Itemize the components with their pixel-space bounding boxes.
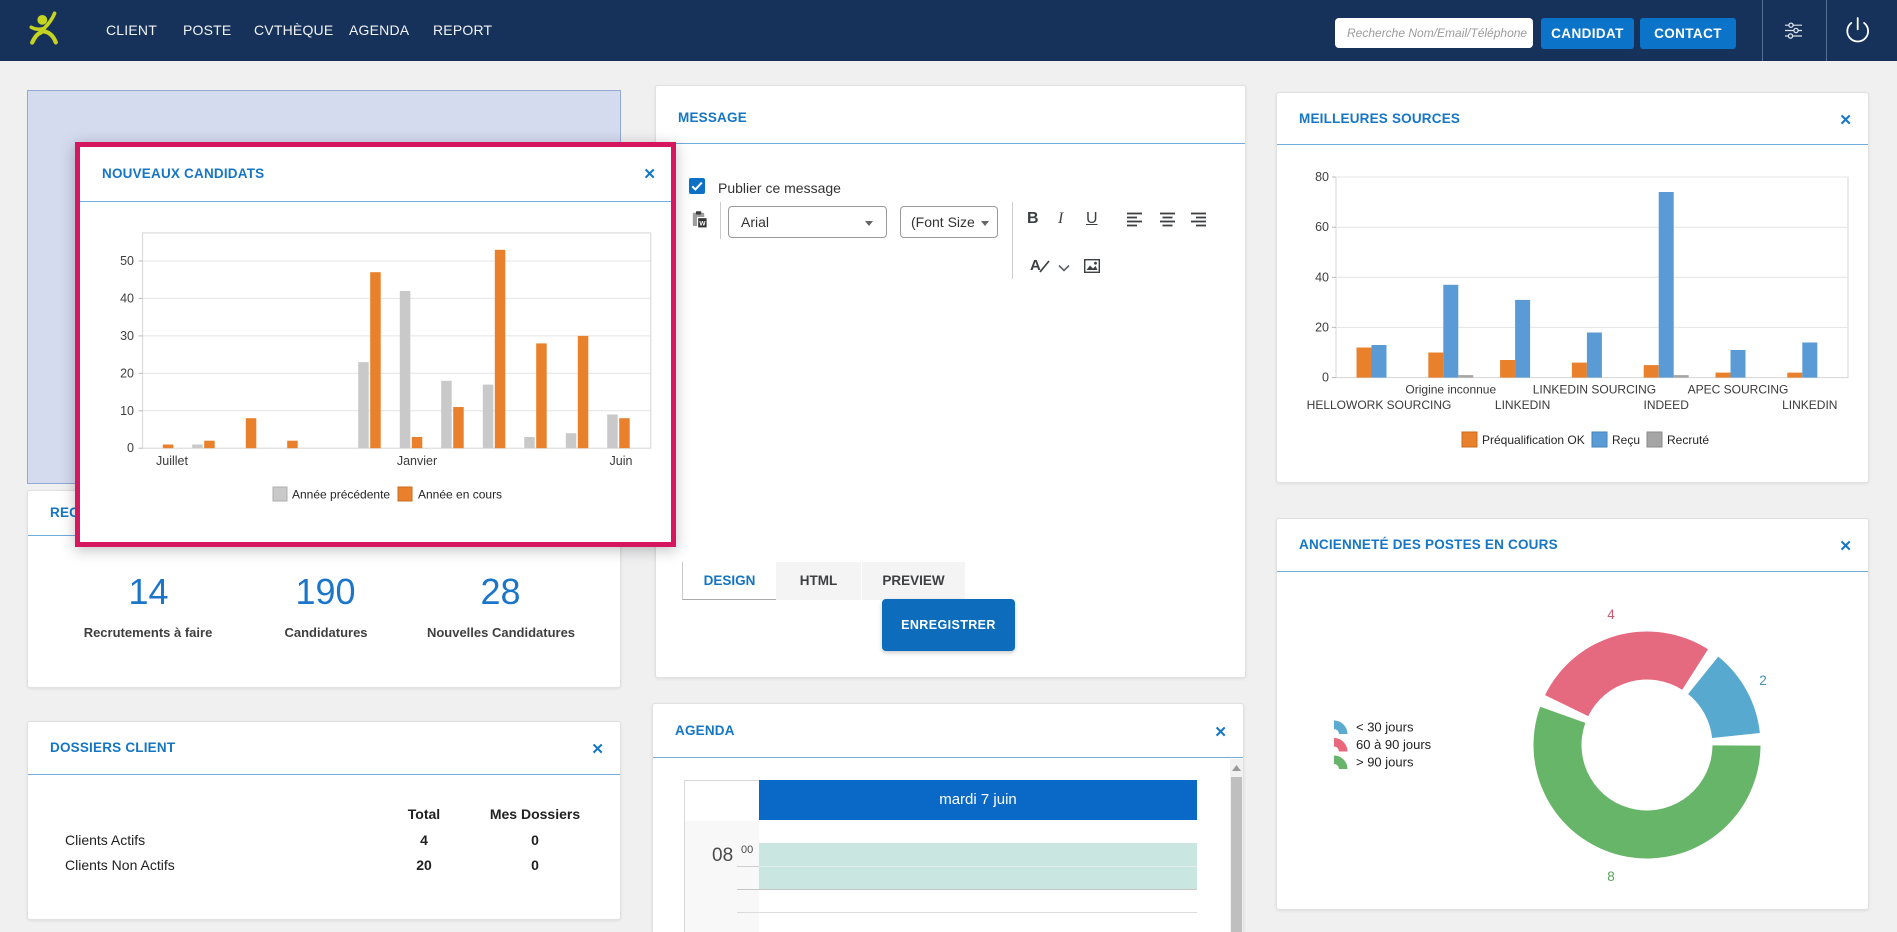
svg-text:0: 0	[1322, 371, 1329, 385]
svg-text:50: 50	[120, 254, 134, 268]
svg-text:Année en cours: Année en cours	[418, 488, 502, 502]
svg-text:80: 80	[1315, 170, 1329, 184]
svg-text:Préqualification OK: Préqualification OK	[1482, 433, 1585, 447]
svg-text:0: 0	[127, 441, 134, 455]
svg-text:4: 4	[1607, 607, 1615, 622]
svg-text:Juillet: Juillet	[156, 454, 188, 468]
svg-text:LINKEDIN SOURCING: LINKEDIN SOURCING	[1533, 383, 1656, 397]
svg-text:10: 10	[120, 404, 134, 418]
svg-text:A: A	[1030, 257, 1041, 274]
svg-text:Origine inconnue: Origine inconnue	[1405, 383, 1496, 397]
svg-text:LINKEDIN: LINKEDIN	[1495, 398, 1550, 412]
svg-text:Janvier: Janvier	[397, 454, 437, 468]
svg-text:W: W	[699, 221, 706, 228]
svg-text:8: 8	[1607, 869, 1615, 884]
svg-text:60 à 90 jours: 60 à 90 jours	[1356, 737, 1432, 752]
svg-text:LINKEDIN: LINKEDIN	[1782, 398, 1837, 412]
svg-text:40: 40	[1315, 270, 1329, 284]
svg-text:Année précédente: Année précédente	[292, 488, 390, 502]
svg-text:HELLOWORK SOURCING: HELLOWORK SOURCING	[1307, 398, 1452, 412]
svg-text:APEC SOURCING: APEC SOURCING	[1688, 383, 1789, 397]
svg-text:< 30 jours: < 30 jours	[1356, 720, 1414, 735]
svg-text:Juin: Juin	[610, 454, 633, 468]
svg-text:20: 20	[1315, 320, 1329, 334]
svg-text:20: 20	[120, 366, 134, 380]
svg-text:Recruté: Recruté	[1667, 433, 1709, 447]
svg-text:30: 30	[120, 329, 134, 343]
svg-text:Reçu: Reçu	[1612, 433, 1640, 447]
svg-text:2: 2	[1759, 673, 1767, 688]
svg-text:60: 60	[1315, 220, 1329, 234]
svg-text:INDEED: INDEED	[1644, 398, 1690, 412]
svg-text:> 90 jours: > 90 jours	[1356, 755, 1414, 770]
svg-text:40: 40	[120, 291, 134, 305]
